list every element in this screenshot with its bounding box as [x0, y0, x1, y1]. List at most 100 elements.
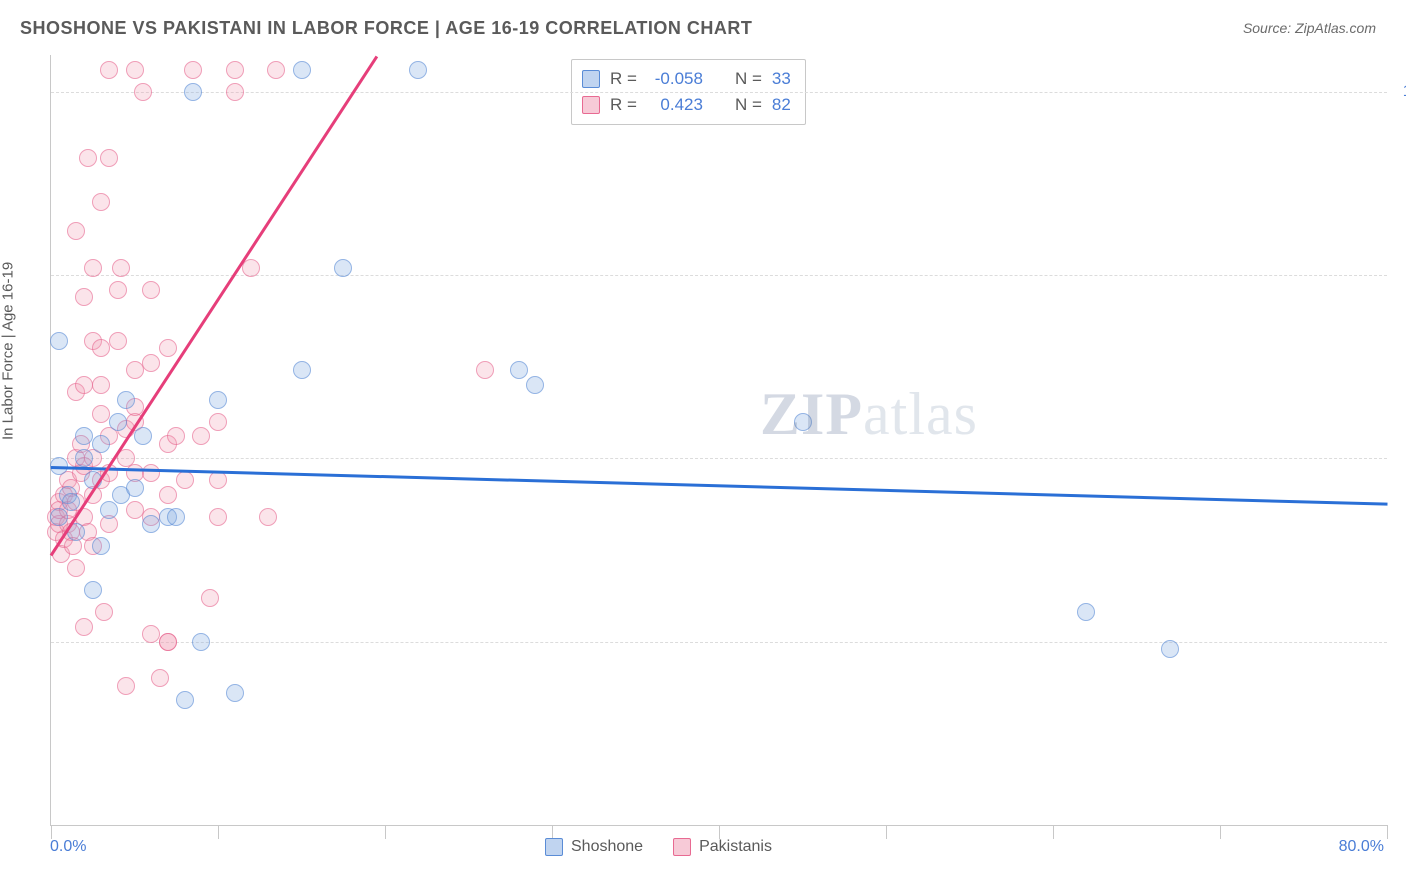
data-point	[84, 581, 102, 599]
x-axis-tick	[886, 825, 887, 839]
data-point	[267, 61, 285, 79]
data-point	[100, 61, 118, 79]
data-point	[142, 281, 160, 299]
data-point	[67, 222, 85, 240]
data-point	[151, 669, 169, 687]
trend-line	[51, 466, 1387, 506]
x-axis-tick	[218, 825, 219, 839]
data-point	[109, 332, 127, 350]
data-point	[176, 691, 194, 709]
gridline	[51, 92, 1387, 93]
y-axis-tick-label: 75.0%	[1397, 266, 1406, 284]
data-point	[142, 515, 160, 533]
data-point	[1161, 640, 1179, 658]
data-point	[293, 361, 311, 379]
data-point	[167, 427, 185, 445]
data-point	[1077, 603, 1095, 621]
gridline	[51, 458, 1387, 459]
data-point	[142, 354, 160, 372]
r-value: 0.423	[647, 92, 703, 118]
data-point	[192, 633, 210, 651]
data-point	[109, 413, 127, 431]
data-point	[92, 537, 110, 555]
data-point	[67, 559, 85, 577]
data-point	[142, 464, 160, 482]
data-point	[126, 479, 144, 497]
data-point	[293, 61, 311, 79]
data-point	[184, 61, 202, 79]
data-point	[92, 376, 110, 394]
data-point	[176, 471, 194, 489]
legend: Shoshone Pakistanis	[545, 838, 772, 856]
data-point	[510, 361, 528, 379]
data-point	[92, 435, 110, 453]
data-point	[50, 332, 68, 350]
r-label: R =	[610, 92, 637, 118]
data-point	[79, 149, 97, 167]
data-point	[526, 376, 544, 394]
x-axis-tick	[552, 825, 553, 839]
chart-title: SHOSHONE VS PAKISTANI IN LABOR FORCE | A…	[20, 18, 752, 39]
data-point	[209, 391, 227, 409]
x-axis-tick	[385, 825, 386, 839]
x-axis-tick	[719, 825, 720, 839]
data-point	[201, 589, 219, 607]
data-point	[62, 493, 80, 511]
data-point	[92, 405, 110, 423]
data-point	[159, 486, 177, 504]
legend-label: Shoshone	[571, 838, 643, 856]
x-axis-tick	[51, 825, 52, 839]
data-point	[167, 508, 185, 526]
n-label: N =	[735, 92, 762, 118]
n-label: N =	[735, 66, 762, 92]
swatch-icon	[673, 838, 691, 856]
data-point	[192, 427, 210, 445]
data-point	[112, 259, 130, 277]
y-axis-title: In Labor Force | Age 16-19	[0, 262, 17, 440]
r-label: R =	[610, 66, 637, 92]
swatch-icon	[582, 96, 600, 114]
gridline	[51, 642, 1387, 643]
data-point	[92, 193, 110, 211]
data-point	[476, 361, 494, 379]
swatch-icon	[545, 838, 563, 856]
data-point	[409, 61, 427, 79]
data-point	[75, 449, 93, 467]
data-point	[794, 413, 812, 431]
data-point	[75, 618, 93, 636]
data-point	[184, 83, 202, 101]
n-value: 33	[772, 66, 791, 92]
x-axis-min-label: 0.0%	[50, 838, 86, 856]
data-point	[334, 259, 352, 277]
data-point	[75, 376, 93, 394]
legend-label: Pakistanis	[699, 838, 772, 856]
data-point	[126, 361, 144, 379]
data-point	[100, 149, 118, 167]
data-point	[126, 501, 144, 519]
x-axis-tick	[1387, 825, 1388, 839]
data-point	[75, 427, 93, 445]
data-point	[134, 83, 152, 101]
data-point	[209, 471, 227, 489]
data-point	[117, 677, 135, 695]
stats-row-shoshone: R = -0.058 N = 33	[582, 66, 791, 92]
data-point	[159, 633, 177, 651]
data-point	[75, 288, 93, 306]
x-axis-tick	[1220, 825, 1221, 839]
legend-item-pakistanis: Pakistanis	[673, 838, 772, 856]
data-point	[226, 61, 244, 79]
data-point	[259, 508, 277, 526]
legend-item-shoshone: Shoshone	[545, 838, 643, 856]
data-point	[50, 508, 68, 526]
data-point	[100, 501, 118, 519]
data-point	[159, 339, 177, 357]
n-value: 82	[772, 92, 791, 118]
r-value: -0.058	[647, 66, 703, 92]
data-point	[226, 83, 244, 101]
data-point	[134, 427, 152, 445]
data-point	[226, 684, 244, 702]
data-point	[92, 339, 110, 357]
x-axis-tick	[1053, 825, 1054, 839]
data-point	[142, 625, 160, 643]
stats-row-pakistanis: R = 0.423 N = 82	[582, 92, 791, 118]
